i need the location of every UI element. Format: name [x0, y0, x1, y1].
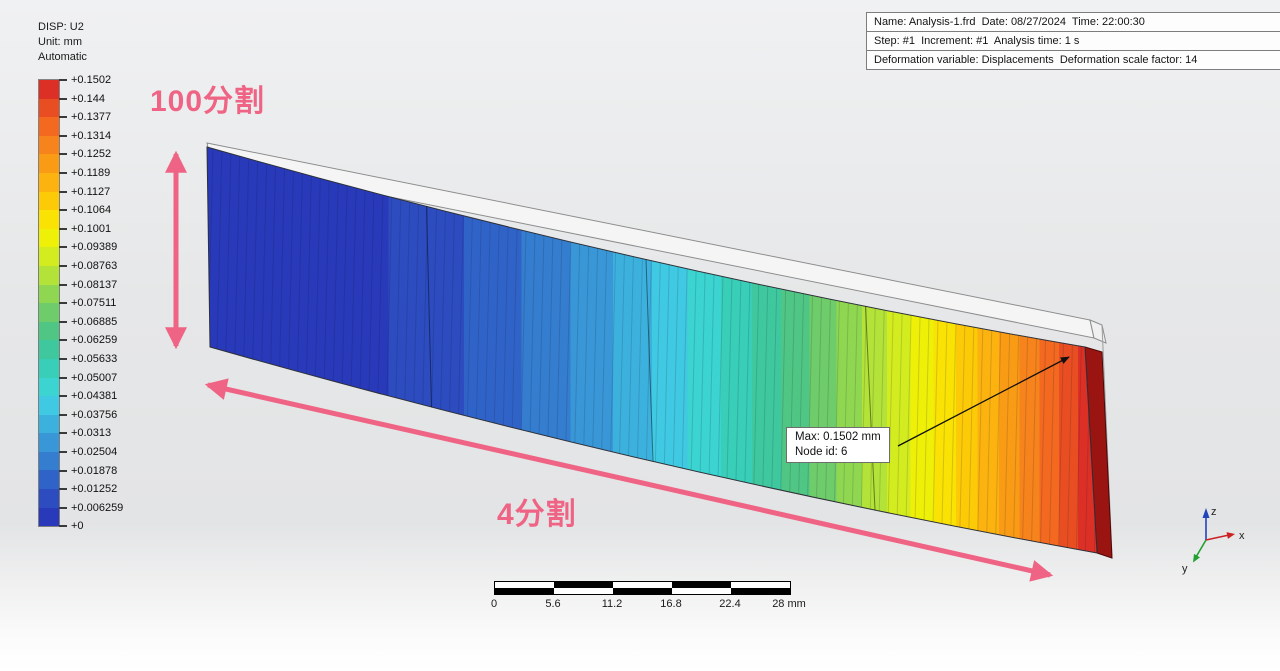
colorbar-band	[39, 80, 59, 99]
legend-tick-label: +0.09389	[59, 240, 117, 254]
scale-bar-cell	[613, 588, 672, 594]
scale-bar-label: 11.2	[601, 598, 623, 610]
legend-tick-label: +0.1189	[59, 166, 110, 180]
legend-panel: DISP: U2 Unit: mm Automatic +0.1502 +0.14…	[38, 20, 188, 533]
z-axis-label: z	[1211, 506, 1217, 518]
legend-tick-label: +0	[59, 519, 84, 533]
legend-tick-label: +0.1064	[59, 203, 111, 217]
scale-bar-label: 16.8	[660, 598, 682, 610]
colorbar-band	[39, 284, 59, 304]
colorbar-bands	[38, 79, 60, 528]
y-axis-arrowhead	[1193, 553, 1200, 563]
legend-tick-label: +0.01252	[59, 482, 117, 496]
legend-tick-label: +0.006259	[59, 501, 123, 515]
divisions-label-vertical: 100分割	[150, 85, 266, 118]
colorbar-band	[39, 489, 59, 508]
scale-bar-cell	[495, 582, 554, 588]
legend-tick-label: +0.1127	[59, 185, 110, 199]
colorbar-band	[39, 396, 59, 415]
colorbar-band	[39, 265, 59, 285]
legend-unit-label: Unit: mm	[38, 36, 82, 48]
colorbar-band	[39, 470, 59, 490]
legend-tick-label: +0.02504	[59, 445, 117, 459]
scale-bar-cell	[554, 582, 613, 588]
scale-bar-label: 28 mm	[772, 598, 806, 610]
analysis-info-box: Name: Analysis-1.frd Date: 08/27/2024 Ti…	[866, 12, 1280, 70]
deformed-beam	[206, 146, 1113, 559]
legend-tick-label: +0.1001	[59, 222, 111, 236]
scale-bar-cell	[672, 588, 731, 594]
info-line-step-increment: Step: #1 Increment: #1 Analysis time: 1 …	[867, 32, 1280, 51]
legend-tick-label: +0.0313	[59, 426, 111, 440]
scale-bar-cell	[731, 582, 790, 588]
colorbar-band	[39, 210, 59, 229]
legend-tick-label: +0.06259	[59, 333, 117, 347]
legend-field-label: DISP: U2	[38, 21, 84, 33]
scale-bar: 0 5.6 11.2 16.8 22.4 28 mm	[490, 581, 806, 612]
max-node-label: Node id: 6	[795, 446, 848, 458]
colorbar-band	[39, 340, 59, 359]
legend-tick-label: +0.04381	[59, 389, 117, 403]
scale-bar-cell	[731, 588, 790, 594]
colorbar-band	[39, 433, 59, 452]
scale-bar-cell	[613, 582, 672, 588]
legend-tick-label: +0.1502	[59, 73, 111, 87]
divisions-label-horizontal: 4分割	[497, 498, 577, 531]
dimension-arrow-horizontal	[204, 378, 1054, 582]
z-axis-arrowhead	[1202, 508, 1210, 518]
legend-mode-label: Automatic	[38, 51, 87, 63]
colorbar-band	[39, 247, 59, 266]
info-line-name-date-time: Name: Analysis-1.frd Date: 08/27/2024 Ti…	[867, 13, 1280, 32]
scale-bar-cell	[495, 588, 554, 594]
legend-tick-label: +0.07511	[59, 296, 116, 310]
y-axis-label: y	[1182, 563, 1188, 575]
legend-tick-label: +0.1314	[59, 129, 111, 143]
scale-bar-checkerboard	[494, 581, 791, 595]
colorbar-band	[39, 321, 59, 341]
colorbar-band	[39, 507, 59, 527]
colorbar-band	[39, 135, 59, 155]
colorbar-band	[39, 154, 59, 173]
scale-bar-label: 22.4	[719, 598, 741, 610]
max-value-label: Max: 0.1502 mm	[795, 431, 881, 443]
x-axis-label: x	[1239, 530, 1245, 542]
y-axis: y	[1182, 539, 1207, 575]
max-annotation-box[interactable]: Max: 0.1502 mm Node id: 6	[786, 427, 890, 463]
colorbar-band	[39, 414, 59, 434]
orientation-triad: z x y	[1182, 506, 1245, 575]
colorbar-band	[39, 228, 59, 248]
colorbar-band	[39, 172, 59, 192]
legend-tick-label: +0.05007	[59, 371, 117, 385]
scale-bar-cell	[554, 588, 613, 594]
legend-colorbar: +0.1502 +0.144 +0.1377 +0.1314 +0.1252 +0.118…	[38, 74, 188, 533]
x-axis-arrowhead	[1226, 532, 1235, 539]
info-line-deformation: Deformation variable: Displacements Defo…	[874, 54, 1198, 66]
colorbar-band	[39, 117, 59, 136]
legend-tick-label: +0.144	[59, 92, 105, 106]
x-axis: x	[1205, 530, 1245, 542]
colorbar-band	[39, 98, 59, 118]
legend-tick-label: +0.06885	[59, 315, 117, 329]
legend-tick-label: +0.05633	[59, 352, 117, 366]
beam-mesh-overlay	[207, 147, 1097, 553]
z-axis: z	[1202, 506, 1217, 540]
legend-tick-label: +0.08763	[59, 259, 117, 273]
legend-tick-label: +0.03756	[59, 408, 117, 422]
legend-tick-label: +0.01878	[59, 464, 117, 478]
colorbar-band	[39, 377, 59, 397]
colorbar-band	[39, 303, 59, 322]
colorbar-band	[39, 358, 59, 378]
scale-bar-label: 5.6	[545, 598, 561, 610]
colorbar-band	[39, 451, 59, 471]
legend-tick-label: +0.08137	[59, 278, 117, 292]
scale-bar-labels: 0 5.6 11.2 16.8 22.4 28 mm	[490, 598, 806, 612]
scale-bar-label: 0	[490, 598, 498, 610]
legend-tick-label: +0.1252	[59, 147, 111, 161]
colorbar-band	[39, 191, 59, 211]
scale-bar-cell	[672, 582, 731, 588]
legend-tick-label: +0.1377	[59, 110, 111, 124]
